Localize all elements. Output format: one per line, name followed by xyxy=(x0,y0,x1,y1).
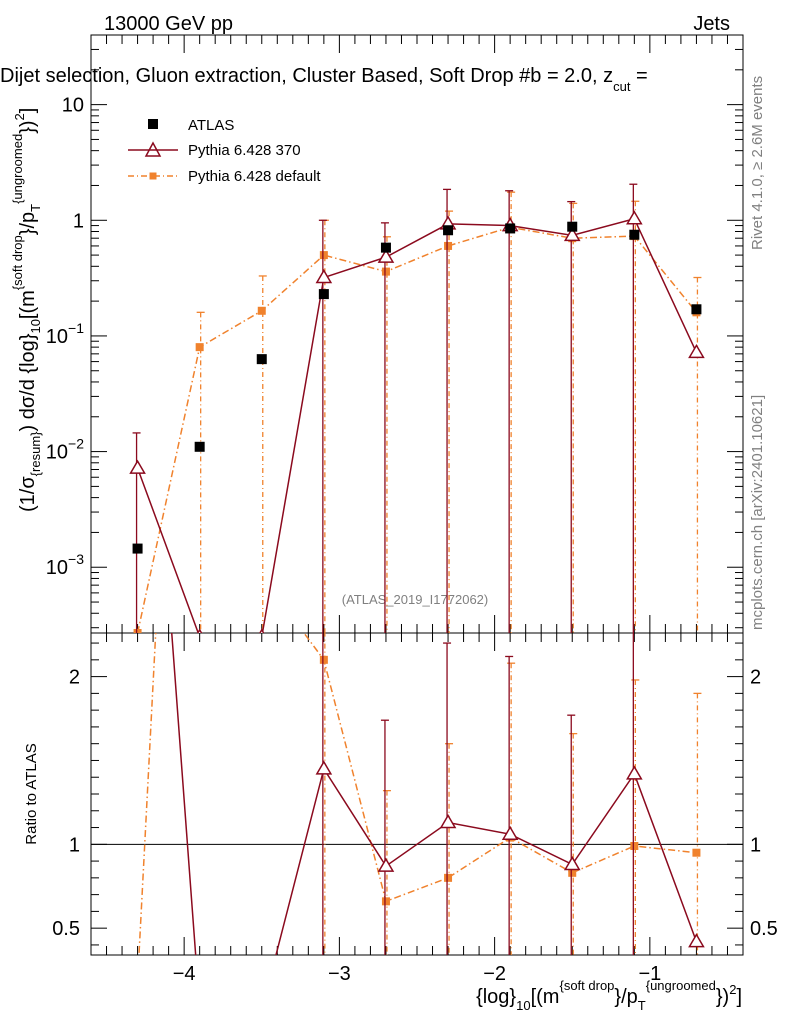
main-y-tick-label: 10−3 xyxy=(46,551,84,579)
point-pythia370 xyxy=(377,248,395,263)
series-line-pythia-default xyxy=(136,226,698,633)
point-pythia370 xyxy=(563,226,581,242)
series-line-pythia370 xyxy=(136,217,698,633)
ratio-point-pythia-default xyxy=(258,572,266,580)
legend-marker-pythia370 xyxy=(144,141,162,157)
category-label: Jets xyxy=(693,13,730,35)
selection-prefix: Dijet selection, Gluon extraction, Clust… xyxy=(0,65,541,87)
ratio-axis-ticks: 0.5 0.5 1 1 2 2 xyxy=(52,642,778,946)
point-atlas xyxy=(505,223,516,234)
legend-label-atlas: ATLAS xyxy=(188,117,234,134)
ratio-plot-frame xyxy=(90,632,744,956)
ratio-point-pythia370 xyxy=(377,857,395,872)
ratio-point-pythia370 xyxy=(439,814,457,829)
ratio-point-pythia370 xyxy=(501,825,519,840)
x-axis-label: {log}10[(m{soft drop}/pT{ungroomed})2] xyxy=(476,978,742,1013)
ratio-y-tick-label-right: 0.5 xyxy=(750,918,778,940)
main-y-axis-label: (1/σ{resum}) dσ/d {log}10[(m{soft drop}/… xyxy=(10,108,43,512)
point-pythia370 xyxy=(259,628,265,633)
point-atlas xyxy=(380,242,391,253)
ratio-point-pythia370 xyxy=(688,933,705,948)
ratio-point-pythia-default xyxy=(630,841,639,850)
main-axis-ticks: 10−3 10−2 10−1 1 10 xyxy=(46,34,743,629)
selection-tail: = xyxy=(630,65,647,87)
ratio-point-pythia-default xyxy=(692,848,701,857)
selection-suffix: = 2.0, z xyxy=(541,65,613,87)
main-y-tick-label: 10−2 xyxy=(46,436,84,464)
ratio-y-tick-label-right: 1 xyxy=(750,834,761,856)
point-atlas xyxy=(194,441,205,452)
point-pythia-default xyxy=(257,306,266,315)
analysis-watermark: (ATLAS_2019_I1772062) xyxy=(342,592,488,607)
mcplots-label: mcplots.cern.ch [arXiv:2401.10621] xyxy=(749,395,766,630)
ratio-y-tick-label: 2 xyxy=(69,667,80,689)
ratio-y-tick-label-right: 2 xyxy=(750,667,761,689)
ratio-point-pythia370 xyxy=(315,760,333,775)
x-tick-label: −2 xyxy=(483,963,506,985)
point-atlas xyxy=(256,354,267,365)
point-atlas xyxy=(567,221,578,232)
point-pythia370 xyxy=(129,459,146,474)
rivet-label: Rivet 4.1.0, ≥ 2.6M events xyxy=(749,76,766,250)
main-y-tick-label: 1 xyxy=(73,210,84,232)
main-y-tick-label: 10−1 xyxy=(46,320,84,348)
legend-marker-pythia-default xyxy=(149,172,157,180)
ratio-point-pythia-default xyxy=(444,873,453,882)
ratio-point-pythia-default xyxy=(134,978,142,986)
legend-label-pythia-default: Pythia 6.428 default xyxy=(188,168,321,185)
x-tick-label: −4 xyxy=(173,963,196,985)
main-series-layer xyxy=(129,183,705,633)
point-pythia370 xyxy=(196,628,203,633)
point-pythia-default xyxy=(319,251,328,260)
ratio-point-pythia370 xyxy=(193,1002,207,1014)
main-y-tick-label: 10 xyxy=(62,95,84,117)
ratio-point-pythia-default xyxy=(319,655,328,664)
selection-sub: cut xyxy=(613,79,631,94)
point-atlas xyxy=(443,225,454,236)
ratio-point-pythia370 xyxy=(626,765,643,780)
ratio-point-pythia-default xyxy=(381,897,390,906)
x-tick-label: −1 xyxy=(638,963,661,985)
point-pythia-default xyxy=(195,343,204,352)
legend-marker-atlas xyxy=(148,119,158,129)
ratio-y-axis-label: Ratio to ATLAS xyxy=(23,743,40,844)
point-pythia-default xyxy=(133,629,142,633)
selection-title: Dijet selection, Gluon extraction, Clust… xyxy=(0,65,648,94)
point-pythia370 xyxy=(688,343,705,359)
point-atlas xyxy=(629,229,640,240)
legend: ATLAS Pythia 6.428 370 Pythia 6.428 defa… xyxy=(128,117,321,185)
point-atlas xyxy=(691,304,702,315)
ratio-y-tick-label: 0.5 xyxy=(52,918,80,940)
ratio-point-pythia-default xyxy=(568,868,577,877)
ratio-y-tick-label: 1 xyxy=(69,834,80,856)
point-atlas xyxy=(318,289,329,300)
ratio-point-pythia370 xyxy=(255,1003,269,1015)
legend-label-pythia370: Pythia 6.428 370 xyxy=(188,142,301,159)
point-pythia370 xyxy=(626,210,643,225)
ratio-point-pythia370 xyxy=(563,855,581,871)
ratio-series-layer xyxy=(134,572,705,1015)
energy-label: 13000 GeV pp xyxy=(104,13,233,35)
point-pythia370 xyxy=(315,269,333,284)
x-axis-ticks: −4 −3 −2 −1 xyxy=(106,35,728,985)
ratio-line-pythia370 xyxy=(170,633,698,955)
point-atlas xyxy=(132,543,143,554)
ratio-line-pythia-default xyxy=(138,633,697,955)
point-pythia-default xyxy=(444,241,453,250)
x-tick-label: −3 xyxy=(328,963,351,985)
point-pythia-default xyxy=(381,267,390,276)
